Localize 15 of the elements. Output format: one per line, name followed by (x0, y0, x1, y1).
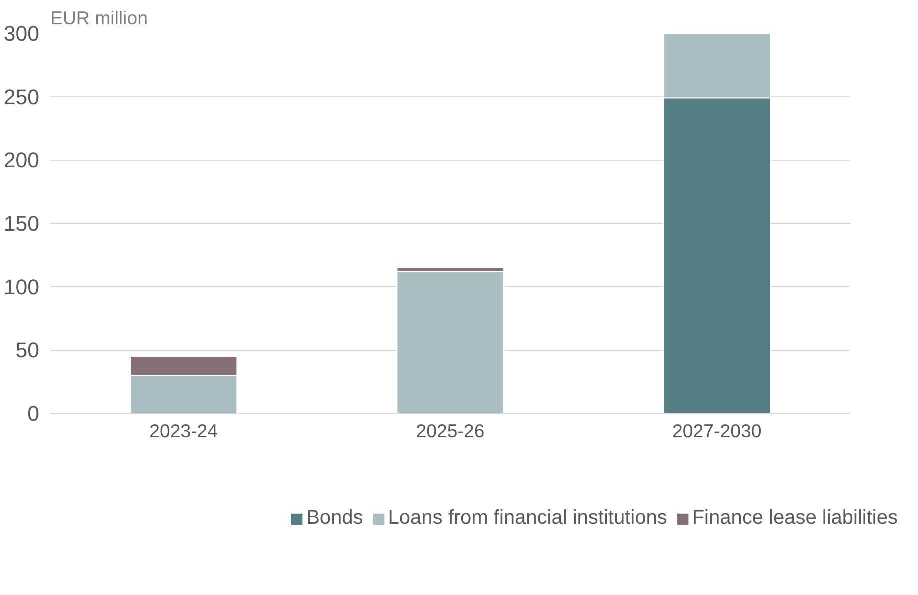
y-tick-label: 50 (16, 338, 40, 363)
y-tick-label: 0 (28, 402, 40, 426)
bar (396, 271, 504, 414)
legend-label: Finance lease liabilities (692, 507, 898, 530)
legend-label: Loans from financial institutions (388, 507, 668, 530)
y-tick-label: 150 (4, 212, 40, 236)
y-tick-label: 300 (4, 22, 40, 46)
x-tick-label: 2023-24 (150, 420, 218, 442)
x-tick-label: 2025-26 (416, 420, 485, 442)
x-tick-label: 2027-2030 (672, 420, 762, 442)
legend-label: Bonds (306, 507, 364, 530)
y-tick-label: 250 (4, 85, 40, 110)
y-tick-label: 100 (4, 275, 40, 300)
y-tick-label: 200 (4, 148, 40, 173)
y-axis-title: EUR million (50, 8, 148, 28)
